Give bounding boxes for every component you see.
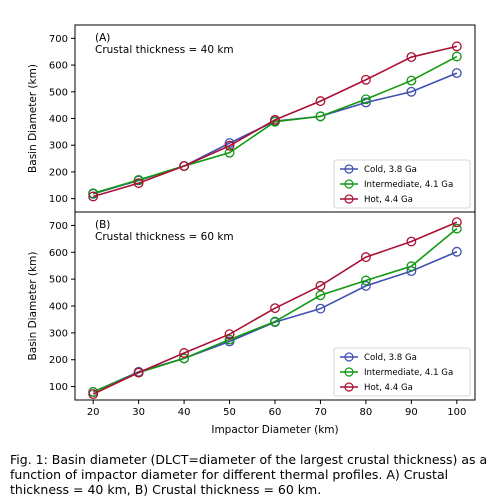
x-tick-label: 40 [178,407,191,418]
y-tick-label: 200 [49,355,68,366]
y-tick-label: 700 [49,221,68,232]
data-point [133,367,144,378]
data-point [406,261,417,272]
x-tick-label: 60 [269,407,282,418]
y-tick-label: 600 [49,248,68,259]
series-line [92,228,458,393]
legend-entry: Hot, 4.4 Ga [364,383,413,393]
data-point [224,334,235,345]
panel-label: (B) [95,219,110,231]
data-point [451,51,462,62]
data-point [451,223,462,234]
data-point [360,94,371,105]
data-point [179,353,190,364]
data-point [88,389,99,400]
data-point [224,329,235,340]
figure-chart: 100 200 300 400 500 600 700 Basin Diameter (km)… [27,24,476,436]
data-point [451,41,462,52]
data-point [88,191,99,202]
y-tick-label: 500 [49,275,68,286]
y-axis-label: Basin Diameter (km) [27,64,39,173]
data-point [270,303,280,314]
panel-a: 100 200 300 400 500 600 700 Basin Diameter (km)… [27,24,476,213]
panel-label: (A) [95,32,110,44]
panel-b: 100 200 300 400 500 600 700 20 30 40 50 60 70 80 90 100… [27,211,476,436]
series-hot [88,41,462,202]
legend-swatch-marker [344,164,354,174]
series-hot [88,217,462,400]
x-tick-label: 90 [405,407,418,418]
data-point [270,114,280,125]
legend-entry: Hot, 4.4 Ga [364,195,413,205]
figure-caption: Fig. 1: Basin diameter (DLCT=diameter of… [10,452,488,497]
data-point [224,140,235,151]
legend-swatch-marker [344,179,354,189]
x-axis-label: Impactor Diameter (km) [211,424,338,436]
data-point [360,252,371,263]
legend-box [333,347,471,397]
y-tick-label: 300 [49,328,68,339]
data-point [270,316,280,327]
legend: Cold, 3.8 Ga Intermediate, 4.1 Ga Hot, 4.4… [333,159,471,209]
data-point [179,161,190,172]
x-tick-label: 80 [360,407,373,418]
panel-annotation: Crustal thickness = 40 km [95,44,234,56]
data-point [133,178,144,189]
y-axis-label: Basin Diameter (km) [27,252,39,361]
y-tick-label: 600 [49,61,68,72]
data-point [315,111,326,122]
data-point [451,68,462,79]
legend-swatch-marker [344,367,354,377]
legend: Cold, 3.8 Ga Intermediate, 4.1 Ga Hot, 4.4… [333,347,471,397]
x-tick-label: 100 [447,407,466,418]
data-point [406,75,417,86]
data-point [451,217,462,228]
legend-swatch-marker [344,194,354,204]
y-tick-label: 400 [49,302,68,313]
x-tick-label: 70 [314,407,327,418]
legend-entry: Cold, 3.8 Ga [364,165,417,175]
data-point [451,246,462,257]
series-line [92,221,458,395]
data-point [224,147,235,158]
legend-swatch-marker [344,352,354,362]
data-point [315,290,326,301]
legend-entry: Intermediate, 4.1 Ga [364,180,453,190]
data-point [133,174,144,185]
data-point [406,236,417,247]
data-point [315,303,326,314]
series-line [92,55,458,195]
data-point [406,52,417,63]
data-point [360,74,371,85]
data-point [360,97,371,108]
data-point [315,96,326,107]
y-tick-label: 100 [49,382,68,393]
legend-box [333,159,471,209]
x-tick-label: 20 [87,407,100,418]
panel-annotation: Crustal thickness = 60 km [95,231,234,243]
data-point [179,348,190,358]
data-point [315,280,326,291]
data-point [360,280,371,291]
data-point [360,275,371,286]
series-line [92,45,458,198]
y-tick-label: 200 [49,167,68,178]
y-tick-label: 700 [49,34,68,45]
x-tick-label: 50 [223,407,236,418]
data-point [88,188,99,199]
y-tick-label: 300 [49,141,68,152]
y-tick-label: 400 [49,114,68,125]
legend-entry: Intermediate, 4.1 Ga [364,368,453,378]
legend-entry: Cold, 3.8 Ga [364,353,417,363]
legend-swatch-marker [344,382,354,392]
y-tick-label: 100 [49,194,68,205]
x-tick-label: 30 [132,407,145,418]
y-tick-label: 500 [49,87,68,98]
data-point [406,86,417,97]
